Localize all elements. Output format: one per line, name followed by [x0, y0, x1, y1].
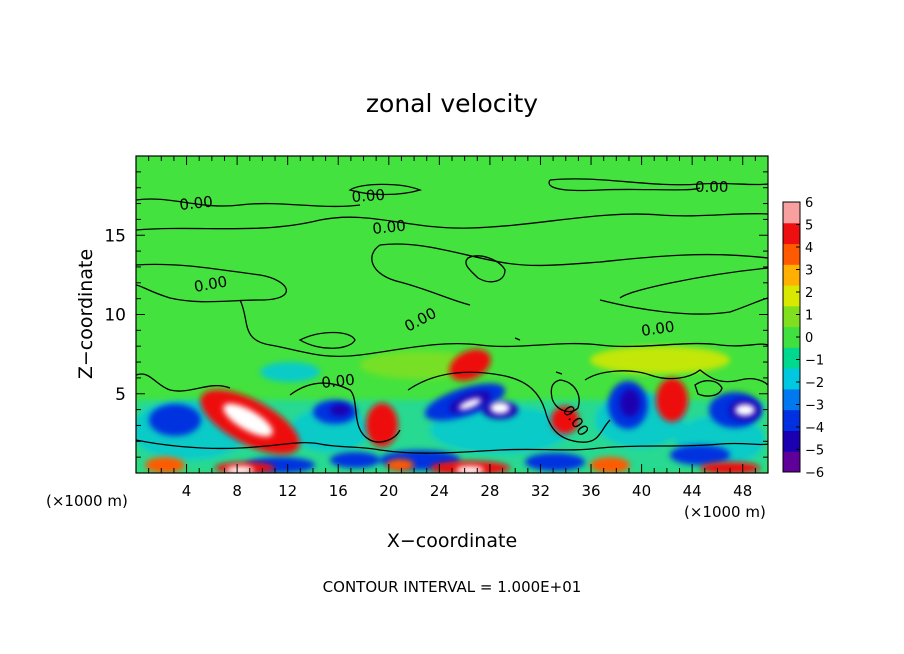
x-unit-left: (×1000 m): [46, 492, 128, 510]
colorbar-tick-label: −3: [805, 399, 824, 414]
y-axis-label: Z−coordinate: [75, 249, 97, 379]
colorbar-swatch: [783, 222, 800, 245]
colorbar-tick-label: 0: [805, 331, 813, 346]
contour-label: 0.00: [321, 371, 356, 392]
colorbar-tick-label: −5: [805, 444, 824, 459]
y-axis: 5 10 15: [104, 171, 768, 458]
colorbar-swatch: [783, 305, 800, 328]
chart-title: zonal velocity: [366, 89, 538, 118]
contour-label: 0.00: [695, 178, 728, 196]
contour-label: 0.00: [179, 193, 214, 214]
x-tick-label: 36: [581, 482, 600, 500]
colorbar-tick-label: 2: [805, 286, 813, 301]
y-tick-label: 15: [104, 226, 126, 246]
velocity-field: [136, 346, 768, 473]
x-tick-label: 16: [329, 482, 348, 500]
colorbar-swatch: [783, 243, 800, 265]
colorbar-tick-label: 6: [805, 196, 813, 211]
x-tick-label: 48: [733, 482, 752, 500]
colorbar-tick-label: 3: [805, 264, 813, 279]
colorbar-swatch: [783, 368, 800, 390]
x-tick-label: 44: [683, 482, 702, 500]
contour-label: 0.00: [351, 186, 386, 206]
x-tick-label: 24: [430, 482, 449, 500]
colorbar-tick-label: −1: [805, 354, 824, 369]
contour-label: 0.00: [372, 217, 407, 238]
x-tick-label: 12: [278, 482, 297, 500]
colorbar-tick-label: 5: [805, 219, 813, 234]
x-tick-label: 40: [632, 482, 651, 500]
contour-label: 0.00: [640, 317, 676, 339]
y-tick-label: 10: [104, 306, 126, 326]
colorbar-tick-label: −2: [805, 376, 824, 391]
colorbar-swatch: [783, 347, 800, 369]
colorbar: 6 5 4 3 2 1 0 −1 −2 −3 −4 −5 −6: [782, 196, 824, 481]
x-tick-label: 32: [531, 482, 550, 500]
zero-contours: [136, 178, 768, 454]
contour-label: 0.00: [193, 272, 229, 296]
contour-interval-note: CONTOUR INTERVAL = 1.000E+01: [323, 578, 582, 596]
x-tick-label: 8: [232, 482, 242, 500]
x-unit-right: (×1000 m): [684, 503, 766, 521]
colorbar-tick-label: −4: [805, 421, 824, 436]
x-tick-label: 4: [182, 482, 192, 500]
colorbar-tick-label: 1: [805, 309, 813, 324]
x-axis: 4 8 12 16 20 24 28 32 36 40 44 48: [148, 156, 756, 500]
colorbar-swatch: [783, 451, 800, 473]
colorbar-swatch: [783, 409, 800, 431]
colorbar-swatch: [783, 264, 800, 286]
x-tick-label: 20: [379, 482, 398, 500]
colorbar-tick-label: 4: [805, 241, 813, 256]
colorbar-tick-label: −6: [805, 466, 824, 481]
colorbar-swatch: [783, 388, 800, 411]
y-tick-label: 5: [115, 385, 126, 405]
colorbar-swatch: [783, 202, 800, 224]
colorbar-swatch: [783, 326, 800, 348]
colorbar-swatch: [783, 430, 800, 452]
x-axis-label: X−coordinate: [387, 530, 517, 552]
colorbar-swatch: [783, 285, 800, 307]
x-tick-label: 28: [480, 482, 499, 500]
